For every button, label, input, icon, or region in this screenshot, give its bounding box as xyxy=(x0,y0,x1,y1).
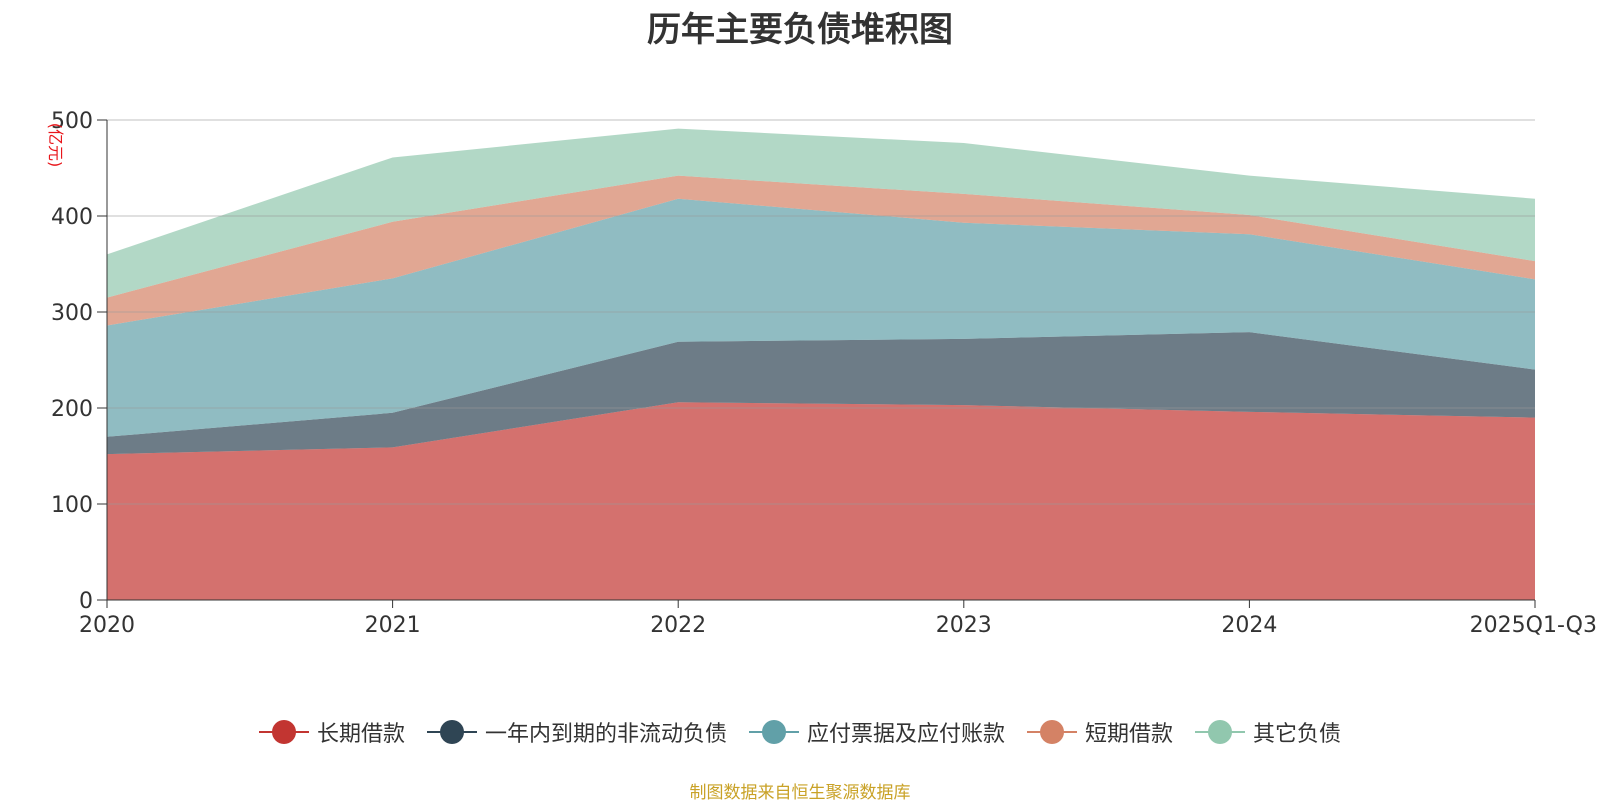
legend-swatch-0 xyxy=(258,719,309,745)
legend-item-4[interactable]: 其它负债 xyxy=(1195,716,1341,748)
x-tick-label-1: 2021 xyxy=(365,613,421,638)
legend-swatch-2 xyxy=(748,719,799,745)
area-series-1 xyxy=(107,332,1535,455)
y-tick-label-1: 100 xyxy=(51,493,93,518)
area-layer xyxy=(107,128,1535,600)
legend-label-2: 应付票据及应付账款 xyxy=(806,722,1005,747)
legend-item-0[interactable]: 长期借款 xyxy=(258,716,405,748)
legend: 长期借款 一年内到期的非流动负债 应付票据及应付账款 短期借款 其它负债 xyxy=(0,716,1600,748)
area-series-4 xyxy=(107,128,1535,298)
x-tick-label-0: 2020 xyxy=(79,613,135,638)
area-series-3 xyxy=(107,175,1535,326)
legend-item-3[interactable]: 短期借款 xyxy=(1027,716,1173,748)
legend-swatch-4 xyxy=(1195,719,1246,745)
x-tick-label-4: 2024 xyxy=(1221,613,1277,638)
x-tick-label-3: 2023 xyxy=(936,613,992,638)
area-series-2 xyxy=(107,198,1535,437)
legend-swatch-3 xyxy=(1027,719,1077,745)
legend-swatch-1 xyxy=(426,719,477,745)
legend-item-1[interactable]: 一年内到期的非流动负债 xyxy=(426,716,727,748)
legend-label-4: 其它负债 xyxy=(1253,722,1342,747)
y-tick-label-5: 500 xyxy=(51,109,93,134)
legend-label-1: 一年内到期的非流动负债 xyxy=(484,722,727,747)
y-tick-label-0: 0 xyxy=(79,589,93,614)
x-tick-label-5: 2025Q1-Q3 xyxy=(1470,613,1597,638)
grid-layer xyxy=(107,119,1535,505)
legend-label-3: 短期借款 xyxy=(1085,722,1174,747)
legend-label-0: 长期借款 xyxy=(316,722,405,747)
legend-item-2[interactable]: 应付票据及应付账款 xyxy=(748,716,1005,748)
y-unit-label: (亿元) xyxy=(46,123,65,168)
y-tick-label-2: 200 xyxy=(51,397,93,422)
x-tick-label-2: 2022 xyxy=(650,613,706,638)
stacked-area-chart: 0 100 200 300 400 500 2020 2021 2022 2023 2024 2025… xyxy=(46,109,1597,638)
source-note: 制图数据来自恒生聚源数据库 xyxy=(689,783,911,803)
axes-layer: 0 100 200 300 400 500 2020 2021 2022 2023 2024 2025… xyxy=(51,109,1597,638)
chart-title: 历年主要负债堆积图 xyxy=(647,10,953,50)
y-tick-label-3: 300 xyxy=(51,301,93,326)
area-series-0 xyxy=(107,402,1535,600)
y-tick-label-4: 400 xyxy=(51,205,93,230)
